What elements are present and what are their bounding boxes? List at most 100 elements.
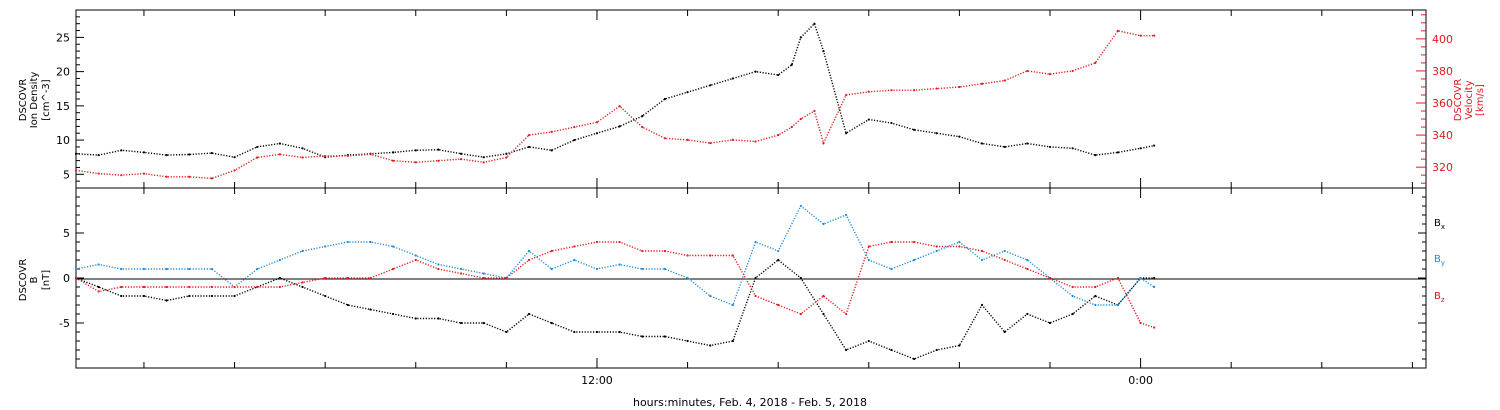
bfield-series-2-point: [256, 285, 259, 289]
velocity-y-tick-label-3: 380: [1432, 65, 1453, 78]
bfield-series-1-point: [731, 303, 734, 307]
velocity-series-0-point: [482, 161, 485, 164]
bfield-series-1-point: [120, 267, 123, 271]
bfield-series-2-point: [437, 267, 440, 271]
bfield-series-2-point: [1094, 285, 1097, 289]
bfield-series-2-point: [324, 276, 327, 280]
bfield-series-1-point: [278, 258, 281, 262]
bfield-series-0-point: [618, 330, 621, 334]
bfield-series-2-point: [731, 254, 734, 257]
velocity-series-0-point: [550, 130, 553, 133]
bfield-ylabel-line3: [nT]: [41, 270, 52, 290]
legend-by-name: B: [1434, 254, 1441, 265]
density-y-tick-label-3: 20: [56, 66, 70, 79]
bfield-series-2-point: [709, 254, 712, 257]
bfield-series-1-point: [527, 249, 531, 253]
density-series-0-trace: [75, 22, 1155, 158]
x-tick-label-1: 0:00: [1128, 374, 1153, 387]
bfield-series-1-point: [392, 245, 395, 248]
bfield-series-2-point: [346, 276, 349, 280]
bfield-series-0-point: [210, 294, 214, 298]
density-series-0-point: [813, 22, 816, 25]
bfield-series-0-point: [709, 344, 712, 347]
bfield-series-2-point: [686, 254, 689, 257]
density-series-0-point: [233, 156, 236, 159]
bfield-series-1-point: [482, 272, 485, 275]
bfield-series-2-point: [188, 285, 191, 289]
density-series-0-point: [1116, 151, 1120, 154]
bfield-series-1-point: [663, 267, 667, 271]
velocity-series-0-point: [392, 159, 395, 162]
density-series-0-point: [278, 142, 281, 145]
density-series-0-point: [1139, 147, 1142, 150]
bfield-series-1-point: [346, 240, 349, 244]
bfield-series-0-point: [414, 317, 417, 320]
density-y-tick-label-0: 5: [63, 168, 70, 181]
density-series-0-point: [641, 115, 644, 118]
velocity-series-0-point: [845, 93, 848, 97]
bfield-series-2-point: [210, 285, 214, 289]
bfield-series-1-point: [369, 240, 372, 244]
density-ylabel: DSCOVR Ion Density [cm^-3]: [18, 72, 52, 129]
velocity-series-0-point: [663, 137, 667, 140]
bfield-series-0-point: [550, 321, 553, 325]
velocity-series-0-point: [188, 175, 191, 178]
velocity-series-0-point: [799, 117, 802, 121]
bfield-series-2-point: [550, 249, 553, 253]
bfield-series-0-point: [1026, 312, 1029, 316]
bfield-series-1-point: [799, 204, 802, 208]
bfield-y-tick-label-0: -5: [59, 317, 70, 330]
bfield-series-1-point: [1139, 276, 1142, 280]
density-series-0-point: [867, 118, 870, 121]
velocity-series-0-point: [618, 105, 621, 108]
velocity-ylabel-line3: [km/s]: [1475, 84, 1486, 116]
density-series-0-point: [74, 152, 78, 155]
density-series-0-point: [459, 152, 463, 155]
bfield-series-1-point: [74, 267, 78, 271]
velocity-series-0-point: [709, 141, 712, 145]
density-series-0-point: [777, 73, 780, 77]
velocity-series-0-point: [790, 125, 793, 129]
bfield-series-0-point: [845, 348, 848, 352]
bfield-series-0-point: [912, 357, 916, 361]
bfield-series-1-point: [822, 222, 825, 226]
x-tick-label-0: 12:00: [581, 374, 613, 387]
velocity-series-0-point: [346, 154, 349, 158]
density-series-0-point: [505, 152, 508, 155]
velocity-series-0-point: [1003, 79, 1006, 82]
velocity-y-tick-label-0: 320: [1432, 161, 1453, 174]
density-series-0-point: [822, 49, 825, 53]
magnetic-field-data: [74, 204, 1156, 361]
bfield-series-0-point: [1094, 294, 1097, 298]
bfield-series-0-point: [595, 330, 599, 334]
x-axis-caption: hours:minutes, Feb. 4, 2018 - Feb. 5, 20…: [633, 396, 867, 409]
bfield-series-1-point: [437, 263, 440, 266]
velocity-series-0-point: [527, 133, 531, 137]
bfield-series-0-point: [867, 339, 870, 343]
magnetic-field-axes: 12:00 0:00 -5 0 5: [59, 188, 1426, 387]
bfield-series-1-point: [958, 240, 961, 244]
bfield-series-0-point: [754, 276, 757, 280]
bfield-series-1-point: [459, 267, 463, 271]
bfield-series-0-point: [641, 335, 644, 338]
bfield-series-1-point: [595, 267, 599, 271]
bfield-series-1-point: [777, 249, 780, 253]
density-series-0-point: [1094, 154, 1097, 157]
bfield-series-0-point: [142, 294, 146, 298]
bfield-series-1-point: [709, 294, 712, 298]
velocity-series-0-point: [777, 133, 780, 137]
velocity-series-0-point: [813, 109, 816, 113]
bfield-series-0-point: [278, 276, 281, 280]
bfield-series-0-point: [346, 303, 349, 307]
bfield-series-1-point: [686, 276, 689, 280]
density-series-0-point: [1026, 142, 1029, 145]
bfield-series-0-point: [233, 294, 236, 298]
bfield-series-1-point: [1026, 258, 1029, 262]
velocity-series-0-point: [256, 156, 259, 159]
bfield-series-1-point: [301, 249, 304, 253]
bfield-series-1-point: [324, 245, 327, 248]
legend-bx: Bx: [1434, 218, 1445, 231]
velocity-ylabel: DSCOVR Velocity [km/s]: [1453, 79, 1486, 122]
bfield-series-2-point: [777, 303, 780, 307]
density-series-0-point: [301, 147, 304, 150]
